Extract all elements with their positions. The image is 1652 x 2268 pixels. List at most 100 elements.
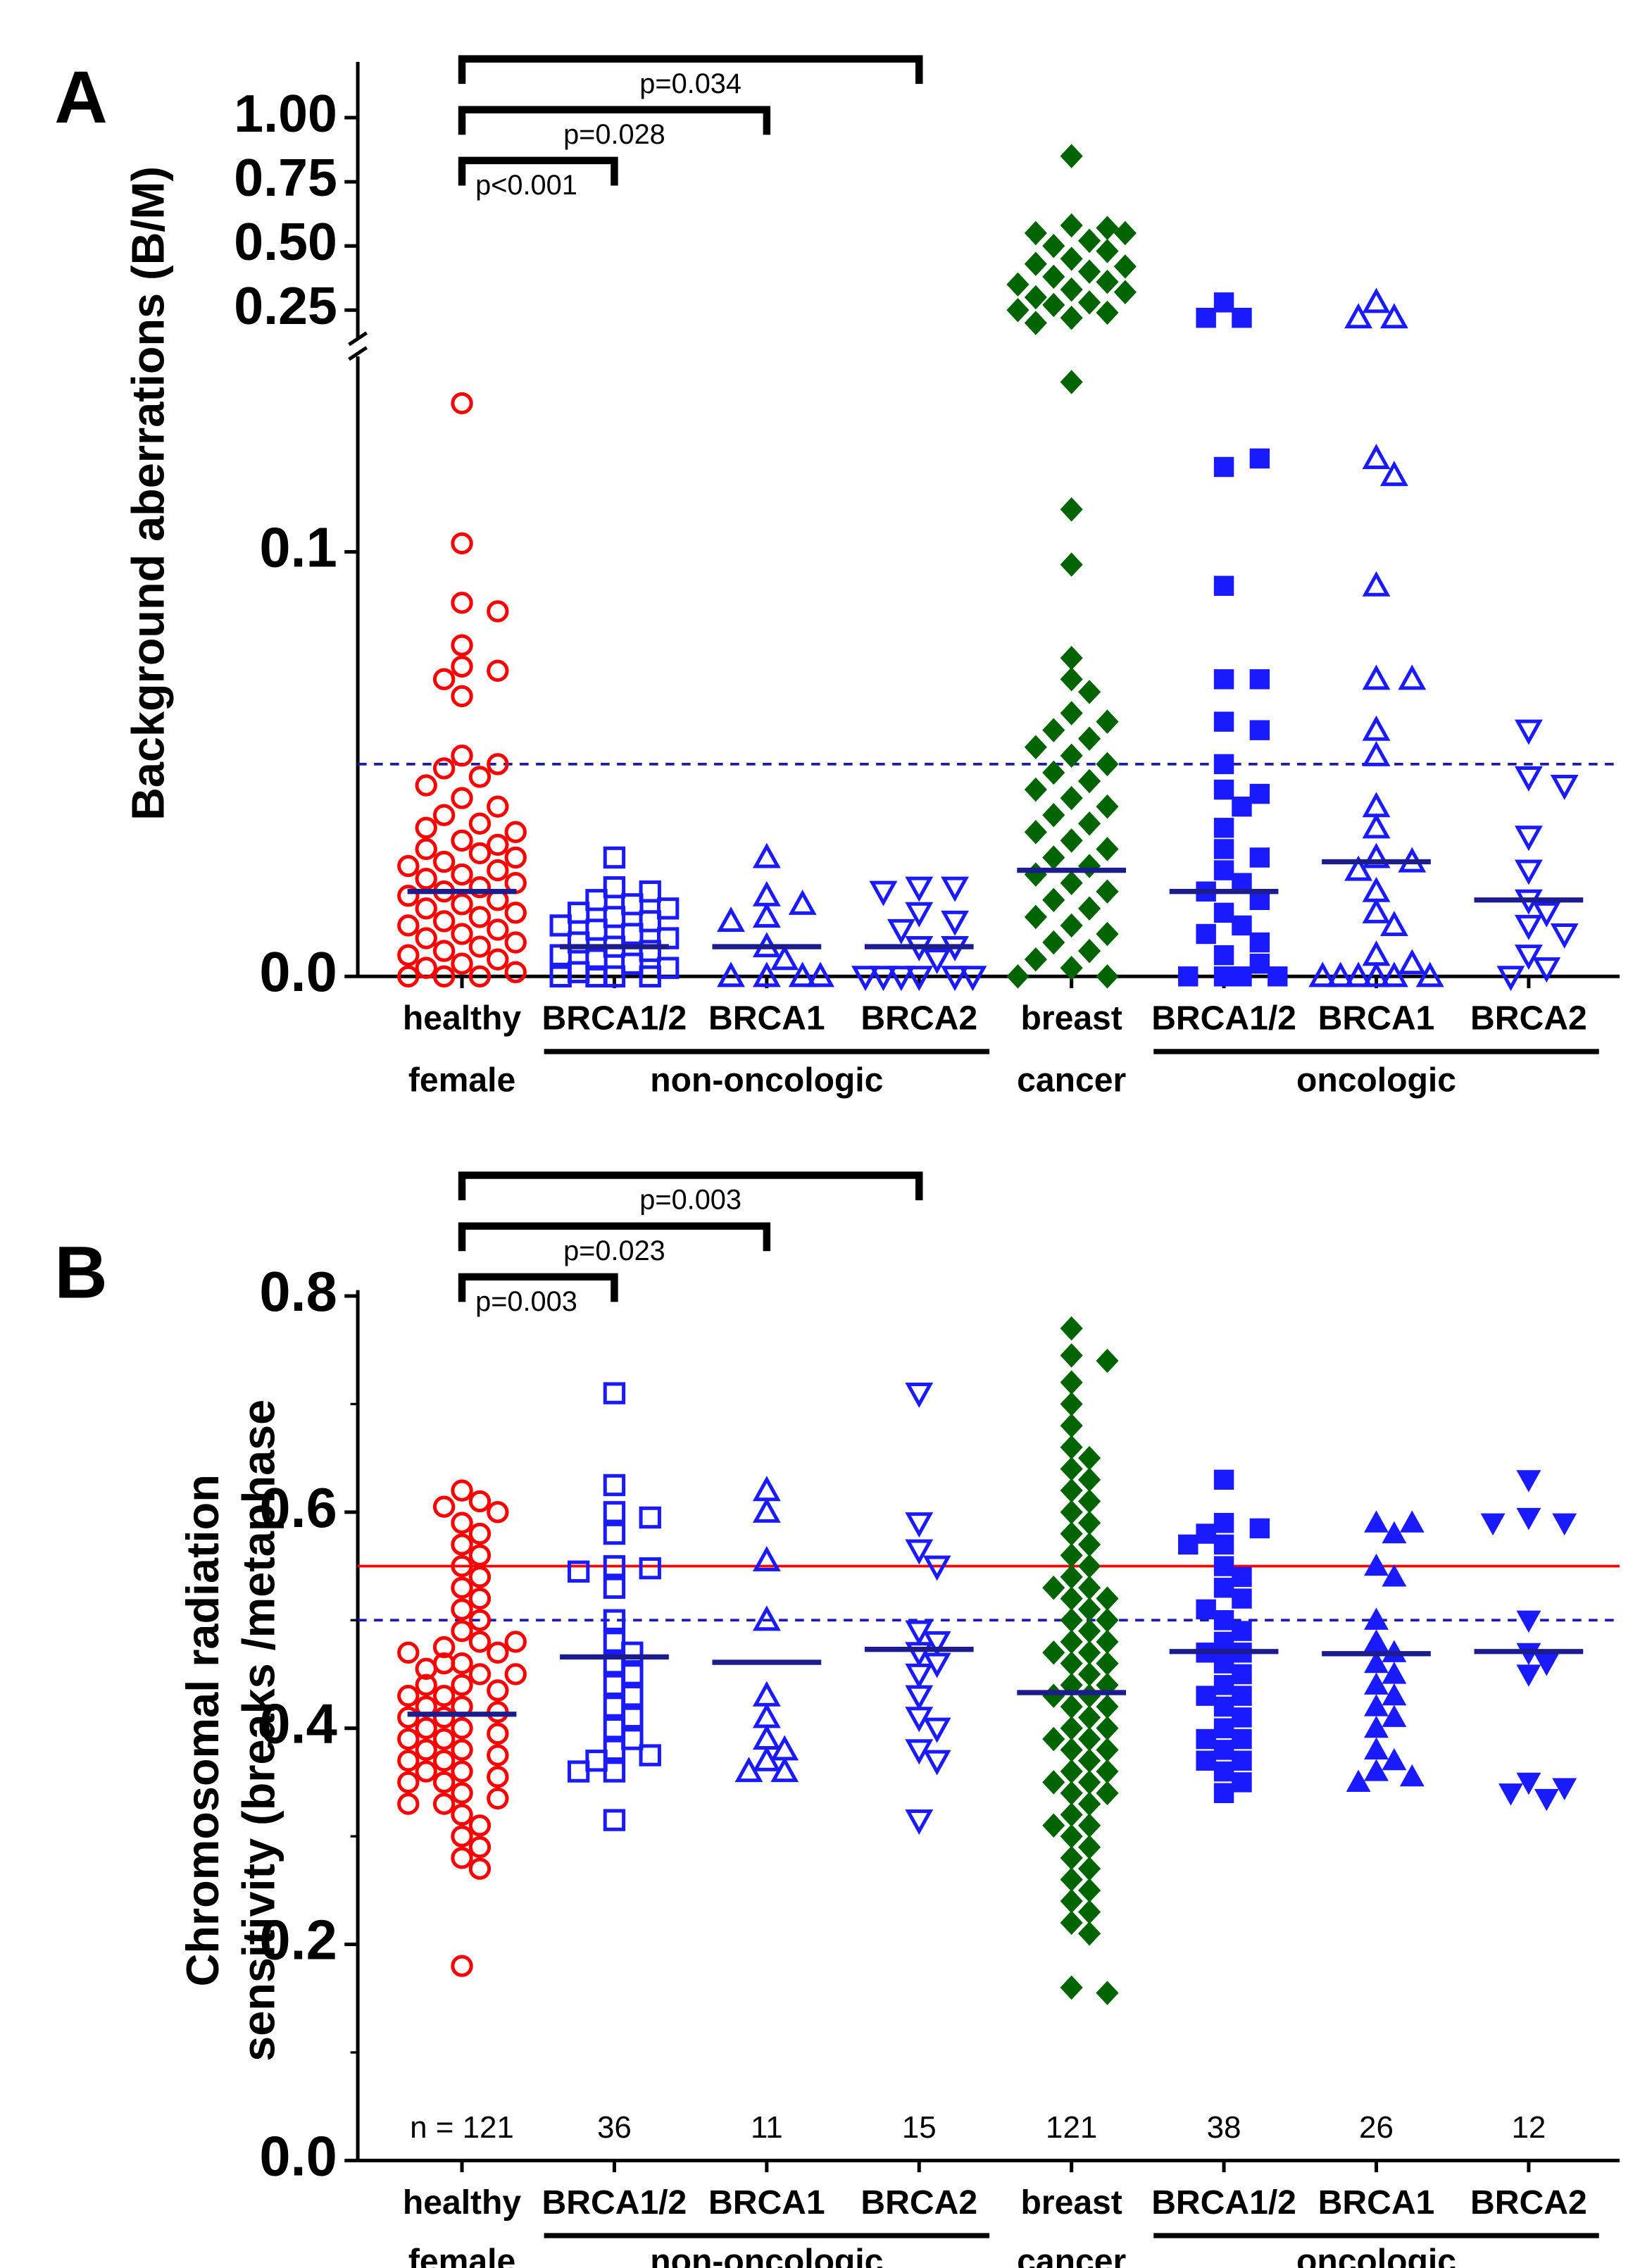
point xyxy=(752,1724,781,1750)
point xyxy=(1024,735,1047,759)
point xyxy=(941,910,970,936)
point xyxy=(1532,957,1561,983)
point xyxy=(468,812,492,835)
point xyxy=(432,668,456,691)
point xyxy=(1096,879,1119,904)
point xyxy=(770,945,799,971)
point xyxy=(1060,552,1083,577)
series xyxy=(1474,719,1584,992)
point xyxy=(1364,1607,1389,1630)
point xyxy=(397,1771,420,1794)
y-axis-title: Background aberrations (B/M) xyxy=(122,166,173,821)
point xyxy=(1344,855,1373,881)
point xyxy=(1213,1783,1234,1803)
point xyxy=(752,1497,781,1523)
point xyxy=(922,1750,951,1776)
point xyxy=(621,1684,644,1707)
group-label: female xyxy=(408,2242,515,2268)
point xyxy=(415,816,437,839)
point xyxy=(468,766,492,788)
point xyxy=(1096,794,1119,819)
p-value: p=0.023 xyxy=(563,1235,665,1266)
point xyxy=(1362,792,1391,818)
x-tick-label: BRCA1/2 xyxy=(1151,2183,1296,2222)
point xyxy=(1024,777,1047,802)
point xyxy=(1060,1478,1083,1503)
point xyxy=(1362,287,1391,313)
point xyxy=(487,753,509,775)
point xyxy=(468,1544,492,1566)
point xyxy=(1060,1651,1083,1676)
point xyxy=(451,744,473,767)
group-label: non-oncologic xyxy=(650,1061,883,1099)
point xyxy=(752,1546,781,1571)
point xyxy=(1077,1489,1101,1514)
point xyxy=(397,1793,420,1815)
point xyxy=(415,1674,437,1696)
point xyxy=(1249,953,1270,974)
point xyxy=(451,1760,473,1783)
point xyxy=(656,957,680,979)
point xyxy=(1213,945,1234,966)
n-label: 12 xyxy=(1511,2110,1546,2145)
point xyxy=(1024,220,1047,246)
p-value: p=0.028 xyxy=(563,119,665,150)
point xyxy=(1268,966,1288,987)
point xyxy=(585,965,608,987)
point xyxy=(432,757,456,780)
point xyxy=(1232,1772,1252,1793)
point xyxy=(806,961,835,987)
group-label: oncologic xyxy=(1296,2242,1456,2268)
point xyxy=(432,940,456,962)
point xyxy=(1213,839,1234,859)
point xyxy=(1060,1316,1083,1341)
point xyxy=(1113,280,1137,304)
point xyxy=(1213,456,1234,478)
n-label: 26 xyxy=(1359,2110,1394,2145)
point xyxy=(1042,1683,1065,1708)
point xyxy=(567,902,590,924)
point xyxy=(432,1495,456,1518)
point xyxy=(397,1684,420,1707)
point xyxy=(1042,264,1065,289)
point xyxy=(1514,945,1543,970)
point xyxy=(1232,1686,1252,1706)
point xyxy=(468,876,492,899)
point xyxy=(1077,1791,1101,1817)
point xyxy=(1178,966,1199,987)
point xyxy=(1077,259,1101,284)
point xyxy=(1077,1662,1101,1687)
point xyxy=(1213,818,1234,838)
point xyxy=(1398,949,1427,975)
point xyxy=(504,846,527,869)
y-tick-label: 0.25 xyxy=(234,276,337,335)
point xyxy=(1060,277,1083,302)
point xyxy=(487,1501,509,1524)
point xyxy=(603,1809,626,1831)
point xyxy=(468,1587,492,1610)
point xyxy=(451,863,473,886)
n-label: 38 xyxy=(1207,2110,1241,2145)
p-value: p=0.003 xyxy=(639,1185,741,1216)
point xyxy=(504,961,527,983)
y-tick-label: 0.0 xyxy=(259,2124,337,2187)
series xyxy=(1322,1510,1431,1792)
point xyxy=(905,1685,934,1711)
point xyxy=(1042,803,1065,828)
point xyxy=(451,1674,473,1696)
point xyxy=(1096,1759,1119,1784)
point xyxy=(567,1760,590,1783)
point xyxy=(1232,1728,1252,1750)
y-tick-label: 0.2 xyxy=(259,1909,337,1971)
point xyxy=(603,1609,626,1631)
point xyxy=(621,952,644,975)
point xyxy=(621,1728,644,1750)
point xyxy=(1077,811,1101,836)
point xyxy=(752,902,781,928)
point xyxy=(468,1631,492,1653)
point xyxy=(487,1787,509,1810)
point xyxy=(432,1684,456,1707)
point xyxy=(752,1745,781,1771)
point xyxy=(468,1663,492,1686)
